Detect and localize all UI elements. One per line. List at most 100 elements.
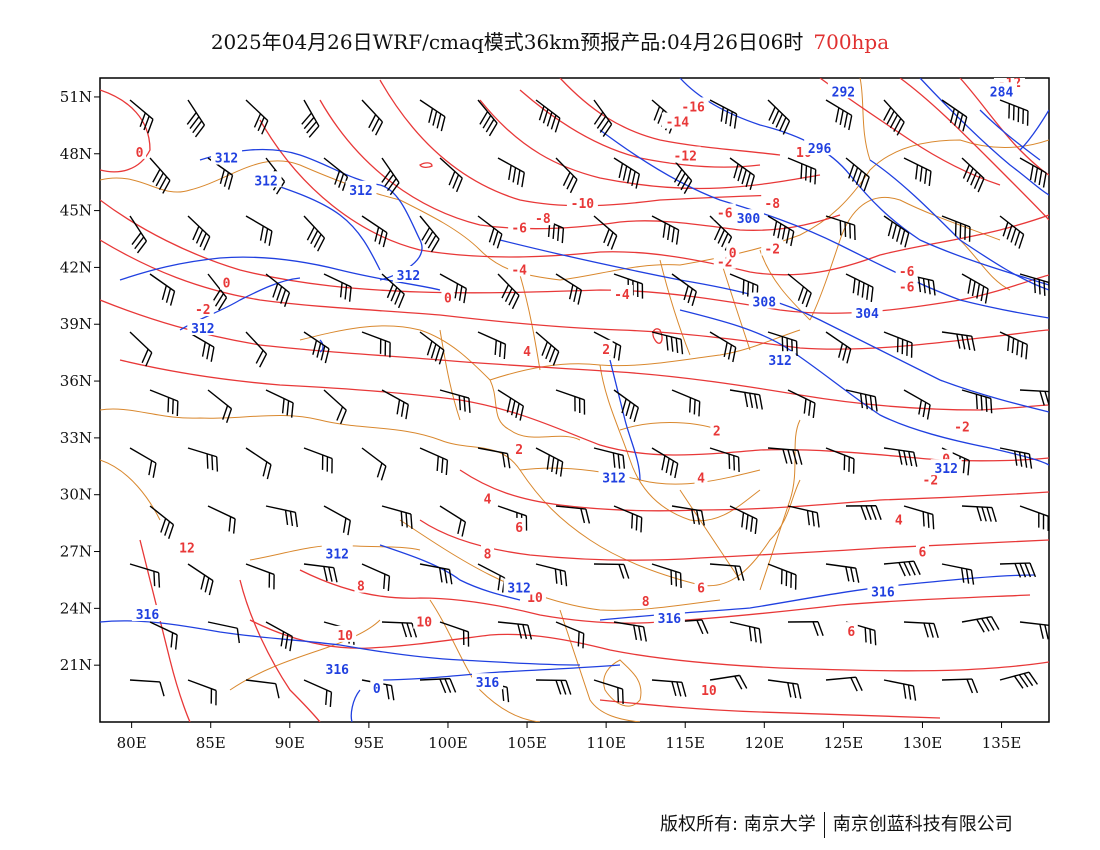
wind-barb xyxy=(709,674,748,690)
wind-barb xyxy=(361,563,391,592)
contour-label: -2 xyxy=(195,303,211,318)
wind-barb xyxy=(787,505,820,528)
contour-label-bg xyxy=(321,659,353,676)
wind-barb xyxy=(729,505,758,535)
wind-barb xyxy=(883,560,921,577)
wind-barb xyxy=(265,505,299,528)
wind-barb xyxy=(767,679,802,699)
wind-barb xyxy=(941,678,979,694)
contour-label-bg xyxy=(481,544,495,561)
wind-barb xyxy=(419,447,449,476)
wind-barb xyxy=(651,563,682,588)
contour-label-bg xyxy=(732,209,764,226)
contour-label-bg xyxy=(710,421,724,438)
wind-barb xyxy=(709,99,738,129)
contour-label-bg xyxy=(748,292,780,309)
contour-label: 0 xyxy=(136,146,144,161)
contour-label: -6 xyxy=(899,280,915,295)
lat-label: 24N xyxy=(60,599,92,617)
contour-label-bg xyxy=(191,300,214,317)
wind-barb xyxy=(825,331,852,364)
footer-divider xyxy=(823,812,825,838)
contour-label: 316 xyxy=(476,676,500,691)
contour-label-bg xyxy=(851,303,883,320)
wind-barb xyxy=(207,621,241,644)
wind-barb xyxy=(149,505,175,539)
contour-label: 316 xyxy=(326,663,350,678)
contour-label-bg xyxy=(599,339,613,356)
contour-label-bg xyxy=(211,148,243,165)
contour-label-bg xyxy=(669,146,701,163)
contour-label: -4 xyxy=(614,288,630,303)
contour-label-bg xyxy=(472,673,504,690)
contour-label: 304 xyxy=(855,307,879,322)
wind-barb xyxy=(729,389,763,410)
contour-label-bg xyxy=(220,273,234,290)
wind-barb xyxy=(381,273,405,309)
contour-label: 312 xyxy=(768,354,791,369)
wind-barb xyxy=(361,99,384,136)
wind-barb xyxy=(593,563,630,579)
contour-label-bg xyxy=(694,468,708,485)
lon-label: 125E xyxy=(824,734,864,752)
wind-barb xyxy=(245,447,272,480)
contour-label: 312 xyxy=(191,322,214,337)
lat-label: 42N xyxy=(60,258,92,276)
contour-label-bg xyxy=(321,544,353,561)
contour-label: 6 xyxy=(515,521,523,536)
wind-barb xyxy=(651,447,679,479)
wind-barb xyxy=(535,447,564,477)
wind-barb xyxy=(265,389,294,418)
wind-barb xyxy=(535,679,572,695)
contour-label-bg xyxy=(726,243,740,260)
wind-barb xyxy=(265,621,293,652)
contour-label: -16 xyxy=(681,100,705,115)
wind-barb xyxy=(787,621,824,636)
lon-label: 80E xyxy=(117,734,147,752)
contour-label-bg xyxy=(512,517,526,534)
wind-barb xyxy=(651,331,684,355)
contour-label-bg xyxy=(661,112,693,129)
wind-barb xyxy=(903,621,939,639)
wind-barb xyxy=(1019,273,1049,298)
wind-barb xyxy=(767,447,803,465)
contour-label: 6 xyxy=(697,582,705,597)
wind-barb xyxy=(883,215,910,248)
wind-barb xyxy=(245,331,268,368)
contour-label-bg xyxy=(413,612,436,629)
wind-barb xyxy=(381,389,409,420)
contour-label-bg xyxy=(764,351,796,368)
wind-barb xyxy=(999,671,1039,689)
wind-barb xyxy=(303,447,333,474)
contour-label: 312 xyxy=(397,269,420,284)
contour-label-bg xyxy=(345,180,377,197)
wind-barb xyxy=(845,389,878,412)
wind-barb xyxy=(961,273,989,304)
contour-label: -2 xyxy=(923,474,939,489)
wind-barb xyxy=(671,273,697,307)
contour-label-bg xyxy=(520,341,534,358)
wind-barb xyxy=(671,389,701,417)
wind-barb xyxy=(1019,621,1049,640)
wind-barb xyxy=(709,215,733,251)
contour-label: 296 xyxy=(808,142,832,157)
contour-label: 312 xyxy=(254,174,277,189)
title-main: 2025年04月26日WRF/cmaq模式36km预报产品:04月26日06时 xyxy=(210,30,804,54)
wind-barb xyxy=(1019,389,1049,406)
contour-label: 10 xyxy=(527,591,543,606)
wind-barb xyxy=(419,99,446,132)
contour-label: 284 xyxy=(990,85,1014,100)
wind-barb xyxy=(1019,505,1049,532)
chart-title: 2025年04月26日WRF/cmaq模式36km预报产品:04月26日06时 7… xyxy=(0,26,1100,55)
wind-barbs xyxy=(129,99,1049,708)
contour-label: 8 xyxy=(357,580,365,595)
contour-label-bg xyxy=(503,578,535,595)
wind-barb xyxy=(883,99,905,136)
wind-barb xyxy=(129,679,165,697)
lat-label: 36N xyxy=(60,372,92,390)
lat-label: 51N xyxy=(60,88,92,106)
wind-barb xyxy=(787,273,812,308)
contour-label: 312 xyxy=(349,184,372,199)
wind-barb xyxy=(439,157,463,193)
